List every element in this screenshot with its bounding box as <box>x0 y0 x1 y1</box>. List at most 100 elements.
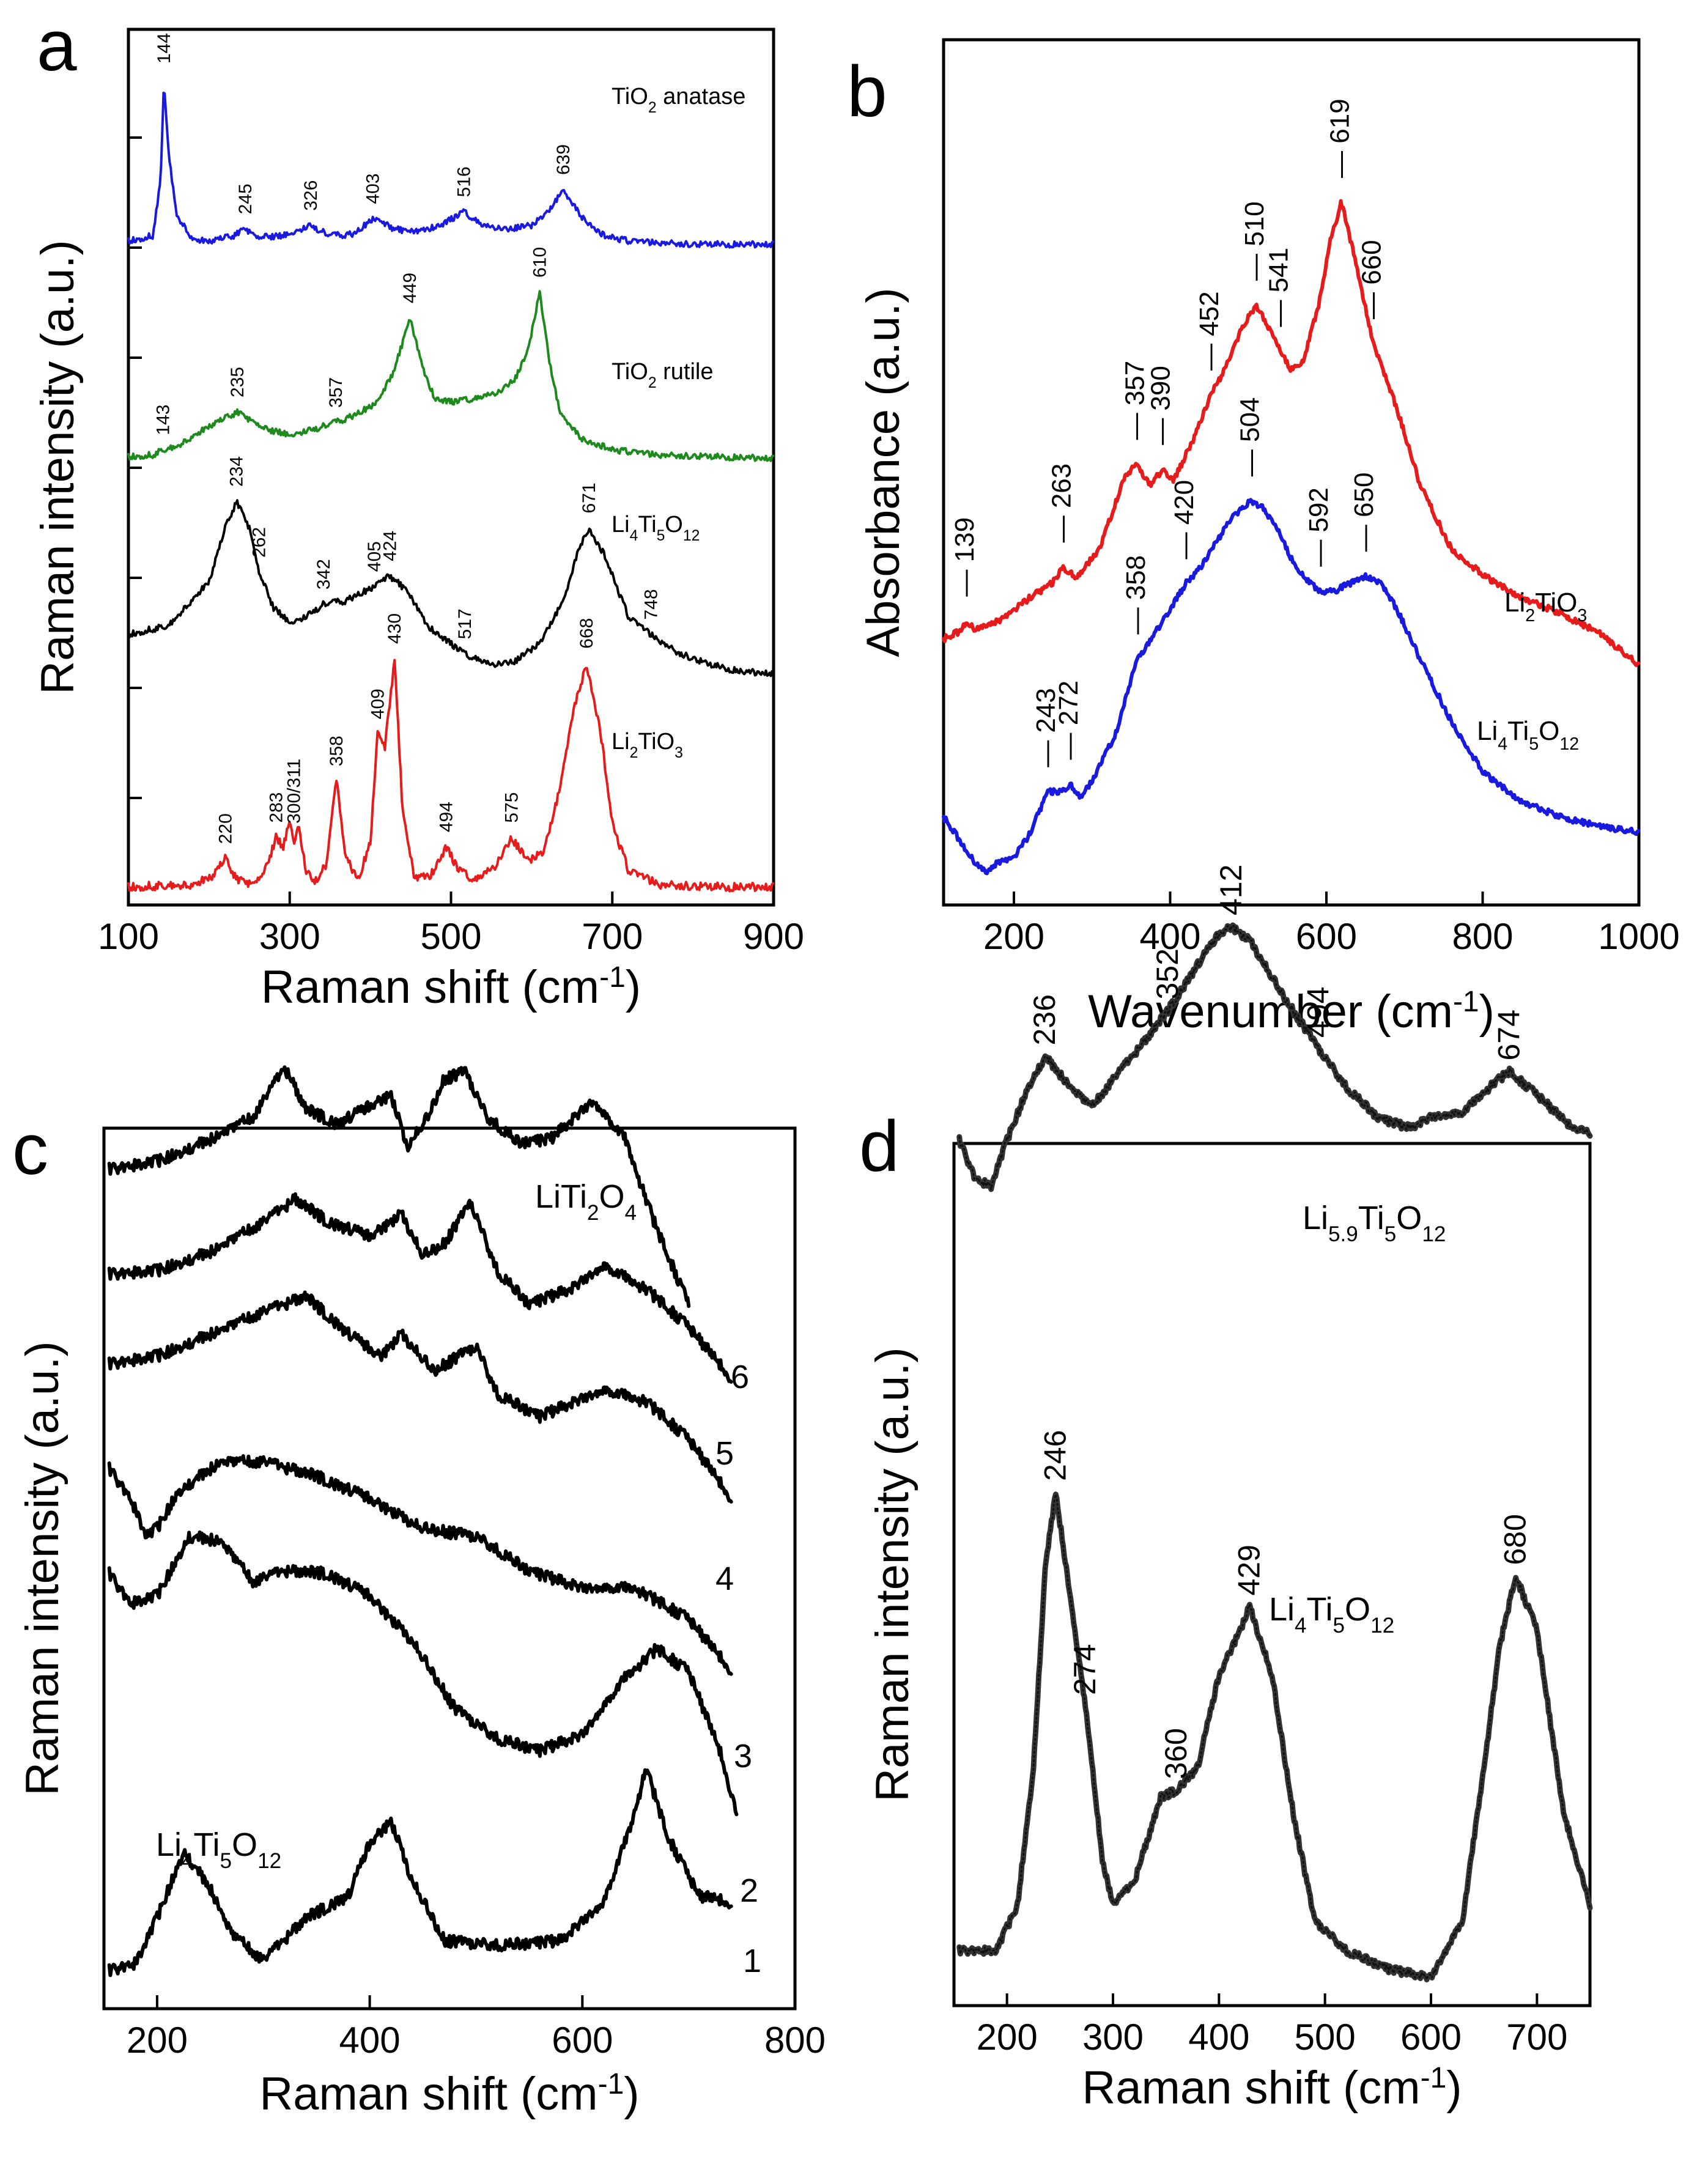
peak-label: 245 <box>235 183 256 214</box>
x-tick-label: 900 <box>743 916 804 957</box>
peak-label: 639 <box>553 144 574 175</box>
peak-label: — 243 <box>1031 688 1061 767</box>
peak-label: — 358 <box>1121 555 1151 635</box>
peak-label: — 650 <box>1349 473 1379 552</box>
series-line-s5 <box>107 1192 733 1384</box>
x-tick-label: 100 <box>98 916 159 957</box>
x-axis-label: Raman shift (cm-1) <box>259 2068 639 2121</box>
x-axis-label: Raman shift (cm-1) <box>261 961 641 1014</box>
series-line-s6 <box>107 1065 691 1309</box>
peak-label: 668 <box>577 618 597 649</box>
peak-label: 412 <box>1214 865 1248 915</box>
series-label-rutile: TiO2 rutile <box>612 359 713 391</box>
x-tick-label: 500 <box>420 916 481 957</box>
peak-label: 680 <box>1498 1514 1532 1565</box>
peak-label: — 263 <box>1046 463 1076 543</box>
series-line-rutile <box>127 290 775 462</box>
peak-label: 144 <box>154 33 174 64</box>
x-tick-label: 500 <box>1295 2017 1356 2058</box>
series-label-lto: Li4Ti5O12 <box>1269 1591 1394 1638</box>
series-line-lto <box>127 499 775 678</box>
panel-c: c 200 400 600 800 Raman shift (cm-1) Raman int… <box>12 1065 826 2121</box>
panel-b: b 200 400 600 800 1000 Wavenumber (cm-1) Absorb… <box>847 38 1680 1038</box>
peak-label: 236 <box>1027 994 1062 1045</box>
peak-label: — 510 <box>1240 201 1270 281</box>
series-label-lto: Li4Ti5O12 <box>1477 716 1579 754</box>
peak-label: — 420 <box>1169 480 1199 559</box>
peak-label: — 452 <box>1194 291 1224 371</box>
peak-label: — 504 <box>1235 397 1265 477</box>
peak-label: 246 <box>1038 1430 1072 1481</box>
peak-label: — 619 <box>1325 98 1355 178</box>
peak-label: 405 <box>364 541 385 572</box>
x-tick-label: 400 <box>1188 2017 1249 2058</box>
peak-label: 357 <box>326 377 346 408</box>
panel-letter-d: d <box>859 1106 900 1187</box>
series-label-l2t: Li2TiO3 <box>612 729 683 761</box>
peak-label: 352 <box>1150 948 1185 999</box>
x-tick-label: 800 <box>764 2020 826 2061</box>
peak-label: 262 <box>250 527 270 558</box>
y-axis-label: Raman intensity (a.u.) <box>17 1341 68 1795</box>
series-line-s4 <box>107 1290 733 1504</box>
series-label-anatase: TiO2 anatase <box>612 84 745 116</box>
peak-label: 610 <box>530 247 550 278</box>
series-line-s1 <box>107 1768 733 1977</box>
x-tick-label: 600 <box>1296 916 1357 957</box>
y-axis-label: Raman intensity (a.u.) <box>32 240 84 694</box>
series-number: 4 <box>715 1560 734 1597</box>
peak-label: 360 <box>1159 1728 1193 1779</box>
series-number: 2 <box>740 1872 758 1909</box>
plot-frame <box>942 38 1641 907</box>
peak-label: 494 <box>1301 987 1335 1038</box>
x-tick-label: 200 <box>977 2017 1038 2058</box>
peak-label: 235 <box>227 367 248 397</box>
x-tick-label: 300 <box>259 916 320 957</box>
panel-letter-c: c <box>12 1109 48 1190</box>
peak-label: — 139 <box>950 517 980 597</box>
x-tick-label: 400 <box>339 2020 401 2061</box>
peak-label: — 390 <box>1146 366 1176 445</box>
series-number: 6 <box>731 1359 749 1395</box>
x-axis-label: Raman shift (cm-1) <box>1082 2062 1462 2114</box>
peak-label: — 357 <box>1120 361 1150 440</box>
peak-label: 283 <box>266 792 286 823</box>
peak-label: — 592 <box>1304 487 1334 567</box>
plot-frame <box>952 1142 1592 2007</box>
peak-label: 234 <box>227 456 247 487</box>
x-tick-label: 400 <box>1139 916 1200 957</box>
peak-label: 517 <box>455 608 475 639</box>
peak-label: — 660 <box>1357 240 1387 319</box>
peak-label: 274 <box>1068 1644 1102 1695</box>
peak-label: 430 <box>385 613 405 644</box>
series-number: 3 <box>734 1738 752 1774</box>
series-label-lto: Li4Ti5O12 <box>612 512 700 544</box>
x-tick-label: 600 <box>1400 2017 1462 2058</box>
series-line-dots-li59 <box>958 924 1591 1191</box>
x-tick-label: 200 <box>127 2020 188 2061</box>
peak-label: 326 <box>301 180 321 211</box>
peak-label: 671 <box>579 482 599 513</box>
peak-label: 449 <box>400 273 420 303</box>
peak-label: 429 <box>1232 1545 1266 1595</box>
peak-label: 575 <box>501 792 522 823</box>
peak-label: 409 <box>368 689 388 719</box>
series-label-l2t: Li2TiO3 <box>1504 588 1587 626</box>
peak-label: 403 <box>363 174 383 204</box>
peak-label: 424 <box>380 531 400 561</box>
peak-label: — 541 <box>1264 248 1294 327</box>
peak-label: 220 <box>215 813 235 844</box>
series-number: 5 <box>715 1435 734 1472</box>
peak-label: 300/311 <box>284 759 304 824</box>
series-line-s2 <box>107 1530 739 1817</box>
series-line-anatase <box>127 91 775 249</box>
panel-a: a 100 300 500 700 900 Raman shift (cm-1) Raman … <box>32 6 804 1013</box>
series-line-lto <box>942 498 1641 876</box>
plot-frame <box>102 1126 797 2011</box>
x-tick-label: 300 <box>1082 2017 1144 2058</box>
peak-label: 748 <box>641 589 662 619</box>
x-tick-label: 700 <box>1506 2017 1567 2058</box>
y-axis-label: Raman intensity (a.u.) <box>867 1347 919 1801</box>
x-tick-label: 200 <box>983 916 1044 957</box>
x-tick-label: 800 <box>1452 916 1513 957</box>
